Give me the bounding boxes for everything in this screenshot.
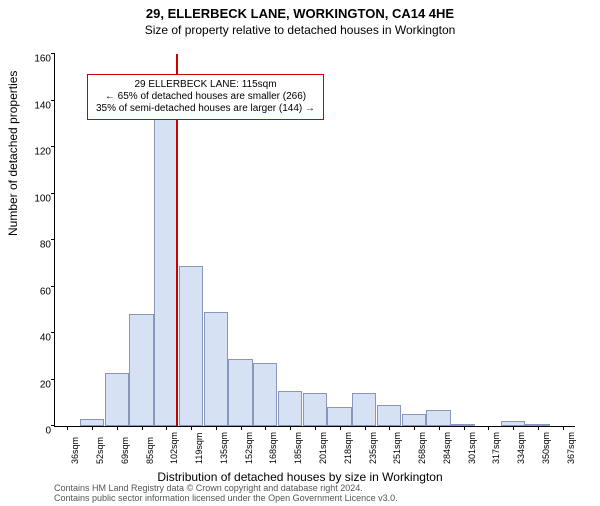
chart-title: 29, ELLERBECK LANE, WORKINGTON, CA14 4HE (0, 6, 600, 21)
info-box-line: 35% of semi-detached houses are larger (… (96, 103, 315, 115)
y-tick-label: 140 (21, 100, 51, 111)
x-tick-mark (488, 426, 489, 430)
y-axis-label: Number of detached properties (6, 71, 20, 236)
x-tick-mark (142, 426, 143, 430)
x-tick-label: 52sqm (95, 437, 105, 464)
chart-plot-area: 02040608010012014016036sqm52sqm69sqm85sq… (54, 54, 575, 427)
x-tick-label: 301sqm (467, 432, 477, 464)
x-tick-label: 251sqm (392, 432, 402, 464)
histogram-bar (179, 266, 203, 426)
y-tick-mark (51, 379, 55, 380)
y-tick-label: 80 (21, 240, 51, 251)
x-tick-mark (315, 426, 316, 430)
histogram-bar (204, 312, 228, 426)
histogram-bar (426, 410, 450, 426)
y-tick-mark (51, 286, 55, 287)
info-box: 29 ELLERBECK LANE: 115sqm← 65% of detach… (87, 74, 324, 120)
x-tick-mark (290, 426, 291, 430)
y-tick-mark (51, 425, 55, 426)
y-tick-mark (51, 193, 55, 194)
x-tick-label: 185sqm (293, 432, 303, 464)
y-tick-mark (51, 100, 55, 101)
x-tick-label: 85sqm (145, 437, 155, 464)
x-tick-mark (117, 426, 118, 430)
x-tick-mark (389, 426, 390, 430)
x-tick-mark (340, 426, 341, 430)
x-tick-mark (414, 426, 415, 430)
x-tick-label: 69sqm (120, 437, 130, 464)
x-tick-mark (538, 426, 539, 430)
x-tick-label: 350sqm (541, 432, 551, 464)
x-axis-label: Distribution of detached houses by size … (0, 470, 600, 484)
y-tick-label: 20 (21, 379, 51, 390)
x-tick-mark (265, 426, 266, 430)
y-tick-mark (51, 53, 55, 54)
x-tick-label: 235sqm (368, 432, 378, 464)
histogram-bar (327, 407, 351, 426)
histogram-bar (278, 391, 302, 426)
x-tick-mark (563, 426, 564, 430)
histogram-bar (129, 314, 153, 426)
y-tick-mark (51, 146, 55, 147)
x-tick-label: 268sqm (417, 432, 427, 464)
x-tick-mark (191, 426, 192, 430)
x-tick-mark (439, 426, 440, 430)
x-tick-label: 119sqm (194, 433, 204, 464)
info-box-line: ← 65% of detached houses are smaller (26… (96, 91, 315, 103)
y-tick-mark (51, 239, 55, 240)
x-tick-mark (67, 426, 68, 430)
y-tick-label: 100 (21, 193, 51, 204)
histogram-bar (352, 393, 376, 426)
histogram-bar (402, 414, 426, 426)
x-tick-mark (92, 426, 93, 430)
y-tick-label: 40 (21, 333, 51, 344)
y-tick-label: 120 (21, 147, 51, 158)
y-tick-label: 0 (21, 426, 51, 437)
x-tick-label: 168sqm (268, 432, 278, 464)
x-tick-label: 135sqm (219, 432, 229, 464)
x-tick-label: 218sqm (343, 432, 353, 464)
credits-line2: Contains public sector information licen… (54, 494, 398, 504)
x-tick-mark (365, 426, 366, 430)
x-tick-mark (464, 426, 465, 430)
x-tick-mark (216, 426, 217, 430)
x-tick-label: 317sqm (491, 432, 501, 464)
x-tick-label: 102sqm (169, 432, 179, 464)
x-tick-label: 334sqm (516, 432, 526, 464)
x-tick-label: 36sqm (70, 437, 80, 464)
histogram-bar (105, 373, 129, 426)
x-tick-mark (241, 426, 242, 430)
credits: Contains HM Land Registry data © Crown c… (54, 484, 398, 504)
x-tick-label: 284sqm (442, 432, 452, 464)
x-tick-label: 152sqm (244, 432, 254, 464)
x-tick-mark (513, 426, 514, 430)
histogram-bar (228, 359, 252, 426)
y-tick-mark (51, 332, 55, 333)
x-tick-label: 367sqm (566, 432, 576, 464)
histogram-bar (303, 393, 327, 426)
x-tick-label: 201sqm (318, 432, 328, 464)
x-tick-mark (166, 426, 167, 430)
y-tick-label: 160 (21, 54, 51, 65)
histogram-bar (377, 405, 401, 426)
y-tick-label: 60 (21, 286, 51, 297)
histogram-bar (253, 363, 277, 426)
histogram-bar (80, 419, 104, 426)
chart-subtitle: Size of property relative to detached ho… (0, 23, 600, 37)
info-box-line: 29 ELLERBECK LANE: 115sqm (96, 79, 315, 91)
